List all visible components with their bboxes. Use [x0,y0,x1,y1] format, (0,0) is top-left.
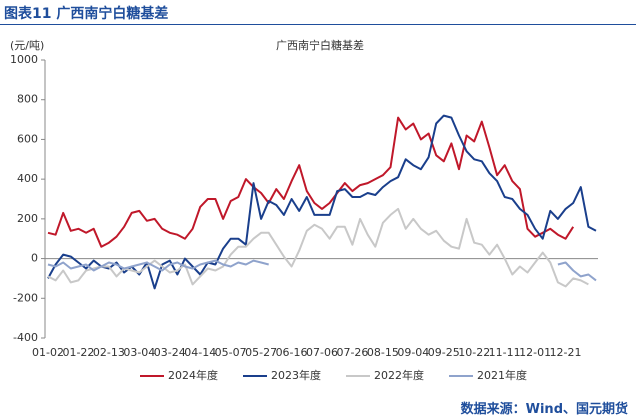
legend-label: 2024年度 [168,368,218,382]
chart: 广西南宁白糖基差 (元/吨) -400 -200 0 200 400 600 800 1000… [10,38,598,382]
y-tick-label: 200 [17,212,38,225]
y-tick-label: 600 [17,132,38,145]
series-line [47,259,269,272]
x-tick-label: 06-16 [276,346,308,359]
y-tick-label: 800 [17,93,38,106]
header-title: 图表11 广西南宁白糖基差 [4,6,169,22]
x-tick-label: 02-13 [93,346,125,359]
legend-label: 2021年度 [477,368,527,382]
y-axis-label: (元/吨) [10,39,44,52]
series-line [47,207,589,288]
x-tick-label: 05-27 [245,346,277,359]
x-tick-label: 12-01 [519,346,551,359]
y-tick-label: -400 [13,331,38,344]
series-line [47,116,575,248]
x-tick-label: 11-11 [489,346,521,359]
x-tick-label: 09-04 [397,346,429,359]
x-tick-label: 01-02 [32,346,64,359]
series-line [557,261,597,282]
legend-label: 2023年度 [271,368,321,382]
series-line [47,114,597,290]
header: 图表11 广西南宁白糖基差 [0,0,636,25]
x-tick-label: 07-06 [306,346,338,359]
y-tick-label: 1000 [10,53,38,66]
x-tick-label: 04-14 [184,346,216,359]
x-tick-label: 08-15 [367,346,399,359]
y-tick-label: -200 [13,291,38,304]
x-tick-label: 10-22 [458,346,490,359]
x-tick-label: 12-21 [550,346,582,359]
x-tick-label: 03-04 [123,346,155,359]
x-tick-label: 01-22 [62,346,94,359]
x-tick-label: 03-24 [154,346,186,359]
chart-title: 广西南宁白糖基差 [276,38,364,52]
x-tick-label: 05-07 [215,346,247,359]
x-tick-label: 09-25 [428,346,460,359]
y-tick-label: 400 [17,172,38,185]
source: 数据来源：Wind、国元期货 [460,402,628,417]
x-tick-label: 07-26 [336,346,368,359]
y-tick-label: 0 [31,252,38,265]
legend-label: 2022年度 [374,368,424,382]
